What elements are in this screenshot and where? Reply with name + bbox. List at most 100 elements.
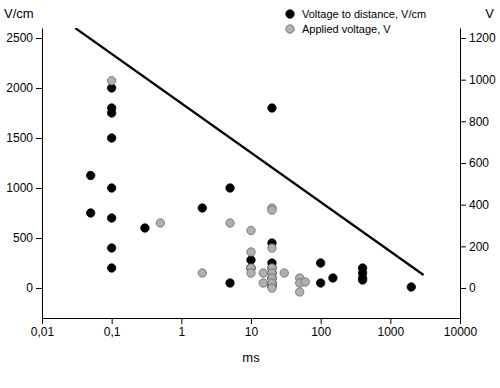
tick-label: 1000 <box>6 181 33 195</box>
point <box>280 269 288 277</box>
chart: 0,010,1110100100010000050010001500200025… <box>0 0 500 388</box>
tick-mark <box>112 318 113 324</box>
point <box>107 184 115 192</box>
point <box>259 279 267 287</box>
tick-label: 2500 <box>6 31 33 45</box>
point <box>141 224 149 232</box>
point <box>198 204 206 212</box>
tick: 1200 <box>460 31 496 45</box>
point <box>259 269 267 277</box>
tick-mark <box>36 138 42 139</box>
point <box>316 259 324 267</box>
tick-mark <box>321 318 322 324</box>
tick-mark <box>36 188 42 189</box>
point <box>329 274 337 282</box>
point <box>198 269 206 277</box>
point <box>295 288 303 296</box>
tick-label: 0 <box>469 281 476 295</box>
tick-label: 0 <box>26 281 33 295</box>
point <box>107 214 115 222</box>
point <box>247 256 255 264</box>
tick-label: 0,01 <box>31 325 55 339</box>
tick-label: 1000 <box>469 73 496 87</box>
point <box>247 226 255 234</box>
point <box>156 219 164 227</box>
legend-marker <box>286 10 294 18</box>
tick: 0,1 <box>104 318 121 339</box>
point <box>247 269 255 277</box>
tick-label: 100 <box>311 325 331 339</box>
y-axis-title: V/cm <box>4 6 34 21</box>
tick-label: 1200 <box>469 31 496 45</box>
tick-label: 0,1 <box>104 325 121 339</box>
tick-mark <box>36 88 42 89</box>
tick-label: 1000 <box>377 325 404 339</box>
point <box>107 134 115 142</box>
point <box>226 279 234 287</box>
point <box>107 77 115 85</box>
tick: 1500 <box>6 131 42 145</box>
point <box>268 284 276 292</box>
point <box>316 279 324 287</box>
tick: 2000 <box>6 81 42 95</box>
point <box>301 278 309 286</box>
tick-label: 10 <box>245 325 259 339</box>
y-axis: 0 500 1000 1500 2000 2500 <box>6 29 42 319</box>
tick-label: 400 <box>469 198 489 212</box>
tick-mark <box>460 288 466 289</box>
point <box>86 209 94 217</box>
tick-mark <box>251 318 252 324</box>
point <box>247 248 255 256</box>
tick-label: 200 <box>469 240 489 254</box>
series <box>86 84 415 291</box>
point <box>107 109 115 117</box>
tick-label: 600 <box>469 156 489 170</box>
tick-label: 10000 <box>444 325 478 339</box>
tick-mark <box>460 205 466 206</box>
tick: 1000 <box>6 181 42 195</box>
tick-label: 800 <box>469 115 489 129</box>
tick-mark <box>36 238 42 239</box>
tick: 0,01 <box>31 318 55 339</box>
point <box>107 264 115 272</box>
tick-mark <box>460 318 461 324</box>
tick-mark <box>460 246 466 247</box>
legend-label: Voltage to distance, V/cm <box>302 8 426 20</box>
tick: 0 <box>460 281 476 295</box>
point <box>268 244 276 252</box>
tick: 1000 <box>460 73 496 87</box>
tick-mark <box>181 318 182 324</box>
y2-axis: 0 200 400 600 800 1000 1200 <box>460 29 496 319</box>
y2-axis-title: V <box>485 6 494 21</box>
legend-marker <box>286 25 294 33</box>
tick-mark <box>460 38 466 39</box>
tick-label: 1 <box>178 325 185 339</box>
tick: 10000 <box>444 318 478 339</box>
point <box>268 104 276 112</box>
tick-label: 2000 <box>6 81 33 95</box>
tick-mark <box>460 121 466 122</box>
tick: 2500 <box>6 31 42 45</box>
tick: 400 <box>460 198 489 212</box>
tick: 600 <box>460 156 489 170</box>
plot-area <box>75 28 423 296</box>
axis-line <box>460 29 461 319</box>
tick: 1 <box>178 318 185 339</box>
legend: Voltage to distance, V/cmApplied voltage… <box>286 8 426 35</box>
x-axis-title: ms <box>242 350 260 365</box>
series <box>107 77 309 297</box>
tick-mark <box>460 163 466 164</box>
x-axis: 0,01 0,1 1 10 100 1000 10000 <box>31 318 478 339</box>
tick: 800 <box>460 115 489 129</box>
point <box>268 206 276 214</box>
point <box>226 184 234 192</box>
tick: 10 <box>245 318 259 339</box>
axis-line <box>42 29 43 319</box>
point <box>358 276 366 284</box>
tick-mark <box>36 38 42 39</box>
point <box>407 283 415 291</box>
point <box>107 244 115 252</box>
tick-label: 500 <box>13 231 33 245</box>
tick: 0 <box>26 281 42 295</box>
tick-mark <box>390 318 391 324</box>
